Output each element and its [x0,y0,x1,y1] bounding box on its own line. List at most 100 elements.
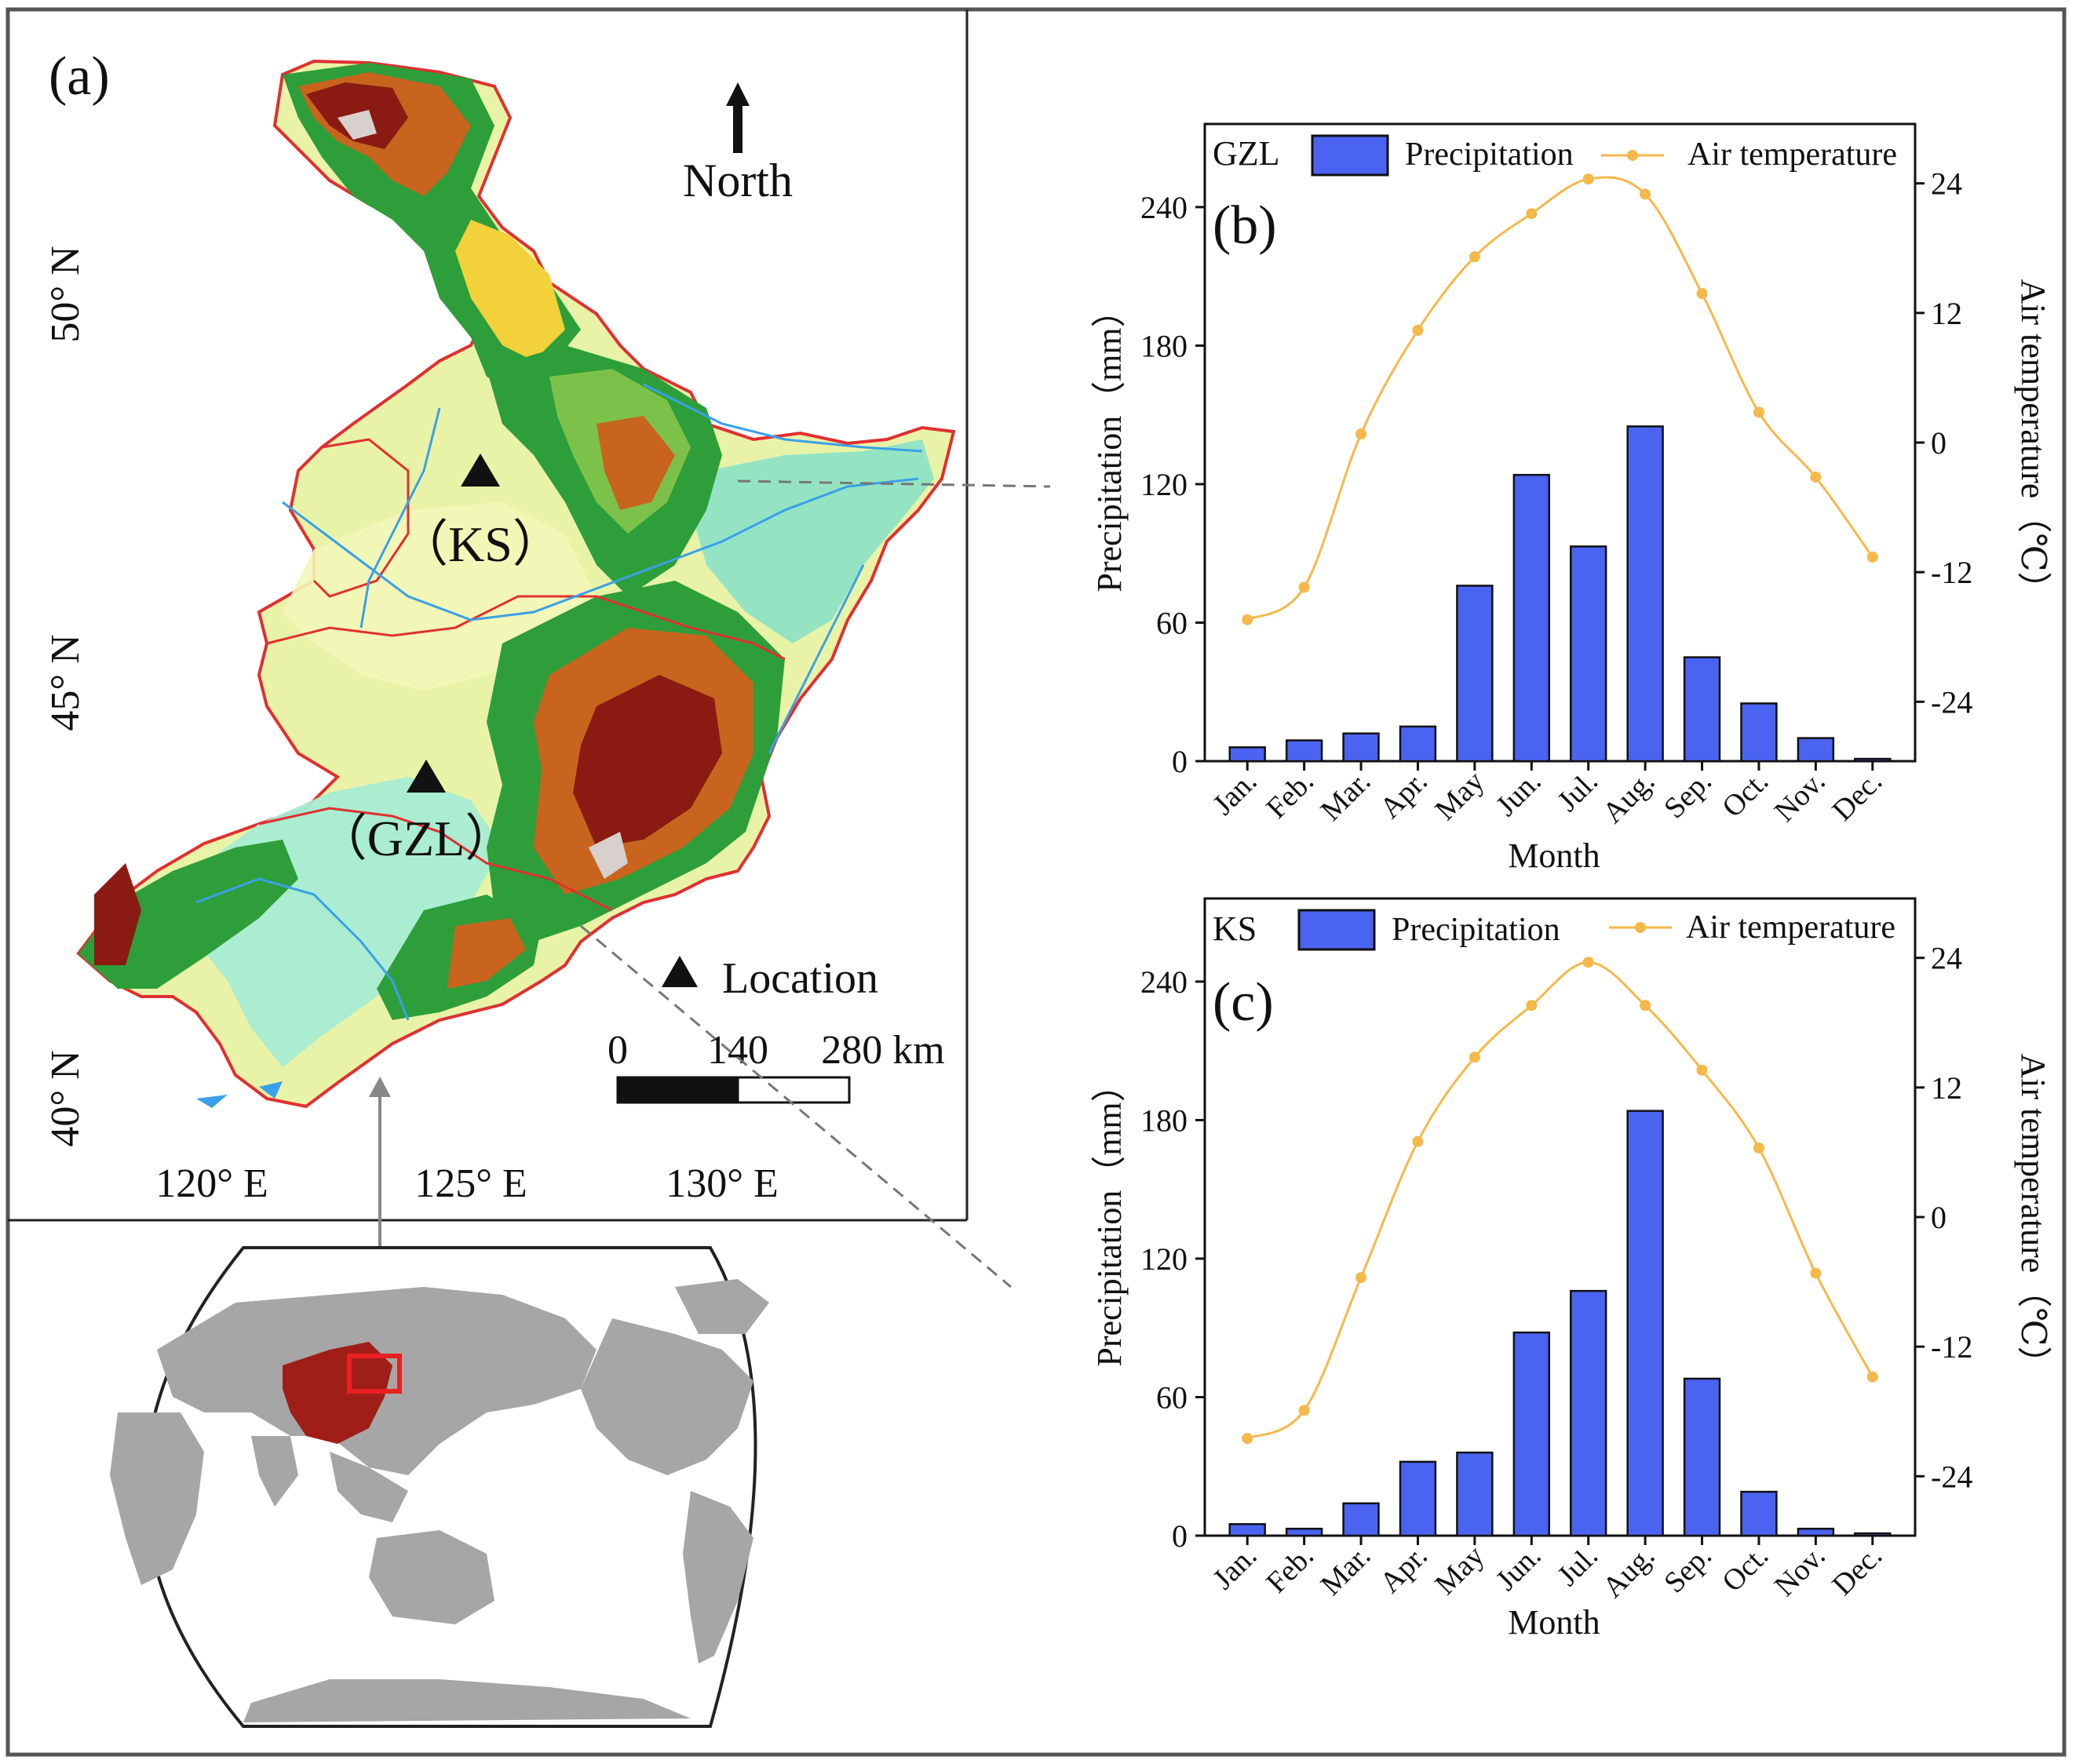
temperature-point [1582,173,1594,185]
y-tick-label: 240 [1140,964,1188,1000]
precip-bar [1512,473,1550,763]
north-america-landmass [581,1318,753,1475]
panel-label-b: (b) [1213,195,1277,256]
temperature-point [1753,406,1764,418]
india-landmass [251,1436,298,1507]
lon-label-120e: 120° E [155,1161,268,1206]
temperature-point [1242,1433,1253,1445]
precip-bar [1740,1490,1778,1537]
temperature-point [1355,1272,1367,1284]
temperature-point [1866,1371,1878,1383]
changbai-peaks [573,675,722,847]
precip-bar [1740,702,1778,763]
scale-tick-0: 0 [607,1028,628,1073]
antarctica-landmass [243,1679,691,1722]
north-arrow-icon [726,82,750,153]
chart-ylabel: Precipitation（mm） [1090,293,1129,592]
precip-bar [1228,746,1266,763]
temperature-point [1640,1000,1651,1011]
province-border-nm-hlj [312,438,410,598]
china-highlight [283,1342,392,1444]
temperature-point [1298,581,1310,593]
precip-bar [1456,1451,1494,1537]
lat-label-50n: 50° N [43,246,88,342]
khingan-midslope [455,220,565,361]
legend-temp-marker [1635,922,1646,933]
y-tick-label: 0 [1172,1518,1188,1554]
y-tick-label: 60 [1156,605,1188,640]
connector-line [737,479,1051,488]
scale-tick-140: 140 [707,1028,768,1073]
precip-bar [1342,1502,1380,1537]
precip-bar [1797,737,1835,763]
precip-bar [1399,1460,1437,1537]
temperature-point [1298,1405,1310,1416]
site-label-gzl: （GZL） [317,811,515,866]
temperature-point [1526,1000,1538,1011]
temperature-point [1469,251,1480,263]
scale-tick-280: 280 km [821,1028,944,1073]
panel-label-a: (a) [49,46,110,107]
province-border-jl-ln [258,807,613,912]
study-area-box [347,1354,402,1394]
temperature-point [1810,472,1822,483]
temperature-point [1866,551,1878,563]
coastal-island [196,1095,228,1108]
y-tick-label: 60 [1156,1379,1188,1415]
precip-bar [1570,545,1607,763]
regional-map [76,59,956,1109]
temperature-point [1526,208,1538,220]
precip-bar [1456,585,1494,763]
legend-precip-label: Precipitation [1405,137,1574,173]
y-tick-label: 180 [1140,1102,1188,1138]
precip-bar [1854,1532,1892,1537]
south-america-landmass [683,1491,753,1664]
lat-label-45n: 45° N [43,634,88,731]
location-legend-label: Location [722,954,878,1003]
chart-y2label: Air temperature（℃） [2014,1054,2052,1381]
chart-ylabel: Precipitation（mm） [1090,1067,1129,1366]
precip-bar [1512,1331,1550,1537]
temperature-point [1242,614,1253,625]
legend-temp-label: Air temperature [1687,137,1897,173]
precip-bar [1285,739,1323,763]
temperature-line [1246,960,1874,1440]
lat-label-40n: 40° N [43,1050,88,1146]
y2-tick-label: 0 [1931,425,1946,461]
precip-bar [1570,1289,1607,1537]
y-tick-label: 0 [1172,744,1188,779]
lesser-khingan-peaks [597,416,675,510]
north-label: North [683,155,793,206]
west-liaoning-peaks [94,863,141,965]
precip-bar [1683,656,1721,763]
world-inset-map [110,1246,769,1728]
southeast-asia-landmass [330,1452,408,1522]
greenland-landmass [675,1279,769,1334]
temperature-point [1640,188,1651,200]
legend-precip-swatch [1311,134,1389,177]
temperature-point [1696,1064,1708,1076]
precip-bar [1285,1527,1323,1537]
temperature-point [1696,288,1708,300]
y2-tick-label: 24 [1931,166,1962,202]
y-tick-label: 180 [1140,328,1188,363]
y2-tick-label: 12 [1931,296,1962,331]
precip-bar [1797,1527,1835,1537]
site-label-ks: （KS） [398,516,563,572]
temperature-point [1469,1051,1480,1063]
y2-tick-label: -12 [1931,555,1972,590]
precip-bar [1228,1523,1266,1537]
lon-label-125e: 125° E [414,1161,527,1206]
chart-station-label: GZL [1213,134,1280,173]
chart-station-label: KS [1213,909,1257,948]
liaodong-highland [447,918,526,989]
chart-xlabel: Month [1508,836,1600,875]
province-border-hlj-jl [266,595,786,661]
coastal-island [259,1081,283,1099]
temperature-point [1753,1142,1764,1154]
sanjiang-plain [691,439,934,643]
location-marker-icon [662,956,698,987]
greater-khingan-snow [337,110,377,140]
scale-bar-white [736,1076,851,1104]
